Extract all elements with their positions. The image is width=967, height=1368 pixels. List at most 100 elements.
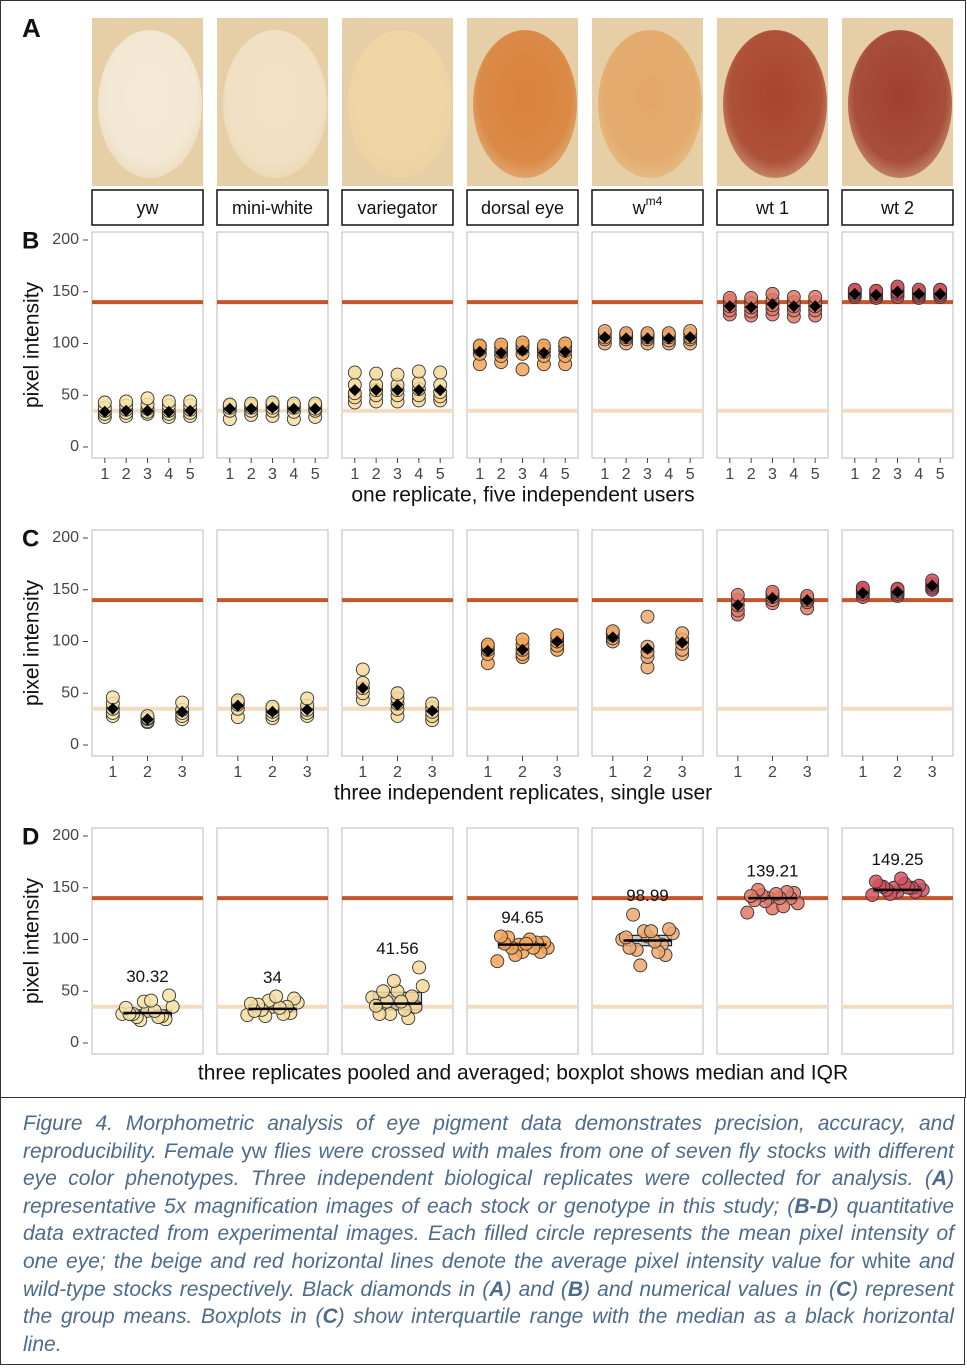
- x-tick-label: 1: [108, 764, 117, 781]
- mean-diamond: [231, 699, 244, 712]
- x-tick-label: 4: [289, 466, 298, 483]
- y-tick-label: 0: [70, 438, 79, 455]
- mean-diamond: [176, 705, 189, 718]
- x-axis-title: three independent replicates, single use…: [334, 782, 712, 805]
- panel-label: A: [22, 13, 41, 43]
- x-tick-label: 3: [803, 764, 812, 781]
- x-tick-label: 2: [372, 466, 381, 483]
- x-axis-title: three replicates pooled and averaged; bo…: [198, 1062, 848, 1085]
- x-tick-label: 3: [143, 466, 152, 483]
- eye-image: [348, 30, 452, 178]
- y-tick-label: 200: [52, 231, 79, 248]
- facet-panel: [466, 827, 579, 1055]
- eye-image: [723, 30, 827, 178]
- mean-diamond: [912, 287, 925, 300]
- eye-image: [473, 30, 577, 178]
- data-point: [644, 924, 659, 939]
- mean-diamond: [266, 705, 279, 718]
- mean-diamond: [301, 703, 314, 716]
- data-point: [144, 993, 159, 1008]
- strip-label-sup: m4: [646, 194, 663, 208]
- x-tick-label: 2: [247, 466, 256, 483]
- y-axis-title: pixel intensity: [21, 877, 44, 1004]
- mean-diamond: [516, 344, 529, 357]
- x-tick-label: 1: [850, 466, 859, 483]
- mean-label: 41.56: [376, 939, 419, 958]
- mean-diamond: [426, 704, 439, 717]
- mean-diamond: [391, 384, 404, 397]
- mean-label: 94.65: [501, 908, 544, 927]
- data-point: [743, 889, 758, 903]
- mean-label: 30.32: [126, 967, 169, 986]
- mean-diamond: [809, 300, 822, 313]
- mean-diamond: [620, 332, 633, 345]
- x-tick-label: 1: [225, 466, 234, 483]
- x-tick-label: 2: [872, 466, 881, 483]
- x-tick-label: 4: [664, 466, 673, 483]
- data-point: [269, 989, 284, 1004]
- x-tick-label: 5: [311, 466, 320, 483]
- mean-diamond: [766, 592, 779, 605]
- x-tick-label: 1: [858, 764, 867, 781]
- mean-diamond: [559, 345, 572, 358]
- mean-diamond: [676, 636, 689, 649]
- mean-diamond: [184, 404, 197, 417]
- data-point: [894, 871, 909, 886]
- x-tick-label: 1: [608, 764, 617, 781]
- mean-diamond: [598, 331, 611, 344]
- mean-diamond: [481, 644, 494, 657]
- data-point: [490, 954, 505, 969]
- facet-panel: [841, 231, 954, 459]
- y-tick-label: 150: [52, 283, 79, 300]
- caption-text: B-D: [794, 1194, 832, 1218]
- mean-diamond: [356, 682, 369, 695]
- x-tick-label: 2: [622, 466, 631, 483]
- caption-text: C: [322, 1305, 338, 1329]
- x-tick-label: 3: [553, 764, 562, 781]
- y-tick-label: 150: [52, 581, 79, 598]
- panel-label: B: [22, 227, 39, 254]
- data-point: [300, 691, 315, 706]
- caption-text: A: [931, 1167, 947, 1191]
- data-point: [662, 922, 677, 937]
- strip-label: yw: [137, 198, 160, 218]
- data-point: [618, 930, 633, 945]
- facet-panel: [716, 529, 829, 757]
- x-tick-label: 5: [186, 466, 195, 483]
- facet-panel: [341, 231, 454, 459]
- strip-label: wm4: [632, 194, 663, 218]
- mean-diamond: [731, 599, 744, 612]
- mean-diamond: [870, 288, 883, 301]
- x-tick-label: 1: [350, 466, 359, 483]
- caption-text: and wild-type stocks respectively. Black…: [23, 1249, 954, 1301]
- x-tick-label: 1: [733, 764, 742, 781]
- data-point: [390, 367, 405, 382]
- mean-diamond: [370, 384, 383, 397]
- mean-diamond: [787, 300, 800, 313]
- caption-text: A: [489, 1277, 505, 1301]
- mean-diamond: [926, 579, 939, 592]
- data-point: [347, 365, 362, 380]
- x-tick-label: 2: [768, 764, 777, 781]
- x-tick-label: 5: [811, 466, 820, 483]
- strip-label: wt 2: [880, 198, 914, 218]
- x-tick-label: 1: [100, 466, 109, 483]
- mean-diamond: [934, 287, 947, 300]
- x-tick-label: 1: [600, 466, 609, 483]
- x-tick-label: 3: [428, 764, 437, 781]
- x-tick-label: 4: [414, 466, 423, 483]
- strip-box: [91, 189, 204, 226]
- data-point: [118, 1000, 133, 1015]
- data-point: [433, 365, 448, 380]
- data-point: [411, 364, 426, 379]
- mean-label: 149.25: [872, 850, 924, 869]
- caption-text: ) show interquartile range with the medi…: [23, 1305, 954, 1356]
- facet-panel: [841, 827, 954, 1055]
- y-tick-label: 100: [52, 335, 79, 352]
- data-point: [368, 998, 383, 1013]
- x-tick-label: 2: [893, 764, 902, 781]
- x-tick-label: 1: [233, 764, 242, 781]
- mean-diamond: [662, 332, 675, 345]
- mean-diamond: [348, 384, 361, 397]
- facet-panel: [216, 827, 329, 1055]
